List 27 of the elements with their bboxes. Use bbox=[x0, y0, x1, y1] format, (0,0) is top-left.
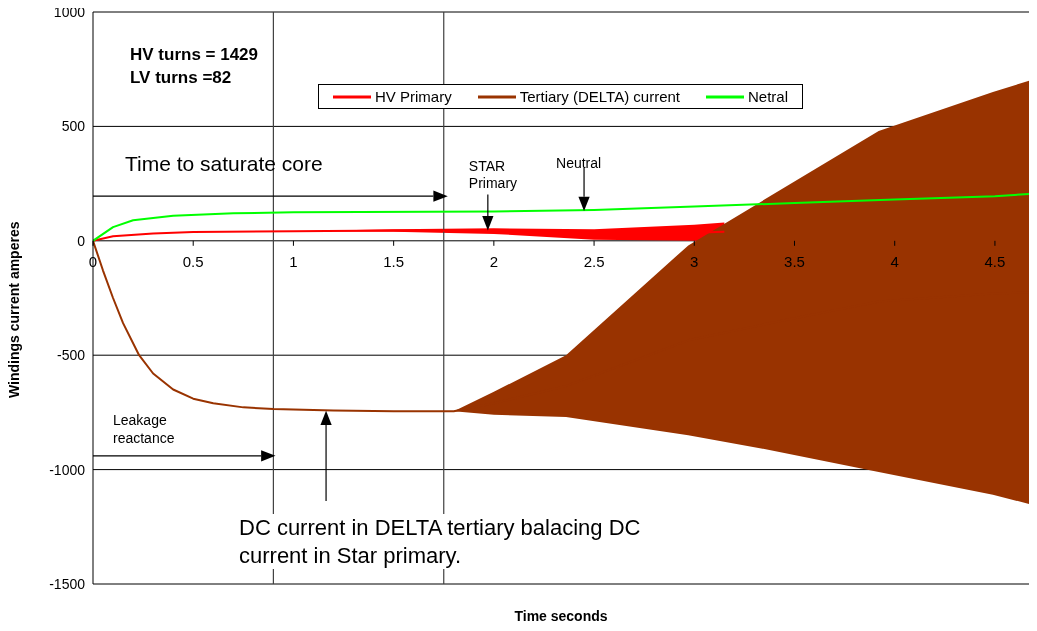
y-tick-label: 0 bbox=[77, 232, 86, 249]
legend-label: Netral bbox=[747, 88, 788, 105]
x-tick-label: 1 bbox=[289, 252, 298, 270]
x-tick-label: 4.5 bbox=[984, 252, 1006, 270]
x-tick-label: 0 bbox=[88, 252, 98, 270]
legend-label: Tertiary (DELTA) current bbox=[519, 88, 680, 105]
x-tick-label: 2.5 bbox=[583, 252, 605, 270]
annotation: DC current in DELTA tertiary balacing DC current in Star primary. bbox=[239, 514, 699, 569]
annotation: Leakage reactance bbox=[113, 412, 176, 447]
y-axis-title: Windings current amperes bbox=[5, 221, 22, 398]
y-tick-label: -500 bbox=[56, 347, 86, 364]
x-tick-label: 4 bbox=[890, 252, 899, 270]
y-tick-label: -1000 bbox=[49, 461, 86, 478]
x-axis-title: Time seconds bbox=[514, 608, 608, 624]
x-tick-label: 0.5 bbox=[182, 252, 204, 270]
x-tick-label: 3.5 bbox=[784, 252, 805, 270]
y-tick-label: -1500 bbox=[49, 575, 86, 592]
annotation: HV turns = 1429 bbox=[130, 44, 260, 66]
x-tick-label: 1.5 bbox=[383, 252, 405, 270]
x-tick-label: 3 bbox=[690, 252, 699, 270]
y-tick-label: 500 bbox=[61, 118, 86, 135]
x-tick-label: 2 bbox=[489, 252, 499, 270]
annotation: STAR Primary bbox=[468, 157, 519, 193]
y-tick-label: 1000 bbox=[53, 3, 86, 20]
legend-label: HV Primary bbox=[375, 88, 452, 105]
annotation: LV turns =82 bbox=[130, 67, 233, 89]
annotation: Neutral bbox=[556, 155, 603, 173]
